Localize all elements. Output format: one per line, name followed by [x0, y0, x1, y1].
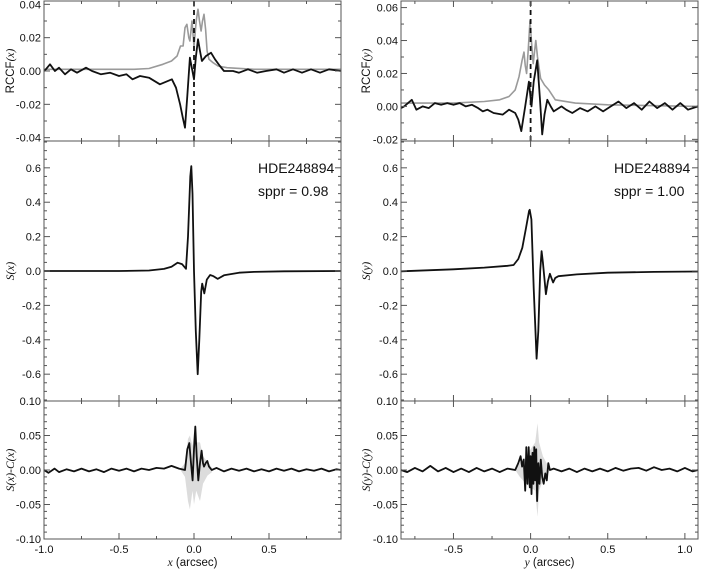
- y-tick-label: -0.05: [373, 500, 398, 512]
- left-star-name: HDE248894: [258, 160, 334, 176]
- y-tick-label: -0.05: [16, 500, 41, 512]
- plot-panels: 0.040.020.00-0.02-0.04RCCF(x)0.60.40.20.…: [5, 0, 699, 569]
- y-tick-label: 0.05: [20, 431, 41, 443]
- y-tick-label: 0.04: [377, 36, 398, 48]
- series-line-black: [43, 38, 342, 129]
- y-tick-label: 0.0: [383, 266, 398, 278]
- y-axis-label: S(x)-C(x): [5, 448, 17, 491]
- y-tick-label: 0.0: [26, 266, 41, 278]
- y-axis-label-variable: S(y)-C(y): [361, 448, 373, 491]
- y-tick-label: -0.04: [16, 133, 41, 145]
- y-tick-label: 0.6: [26, 163, 41, 175]
- panel-right-bottom: 0.10 0.05 0.00 -0.05 -0.10 -0.5 0.0 0.5 1.0 S(y)-…: [361, 396, 699, 569]
- y-tick-label: -0.2: [22, 300, 41, 312]
- y-tick-label: -0.10: [16, 534, 41, 546]
- y-tick-label: -0.4: [22, 335, 41, 347]
- series-line-black: [43, 425, 342, 482]
- right-sppr-label: sppr = 1.00: [614, 183, 685, 199]
- y-tick-label: -0.2: [379, 300, 398, 312]
- panel-right-top: 0.06 0.04 0.02 0.00 -0.02 RCCF(y): [361, 0, 699, 146]
- y-tick-label: 0.10: [20, 396, 41, 408]
- panel-left-middle: 0.6 0.4 0.2 0.0 -0.2 -0.4 -0.6 S(x): [5, 140, 342, 402]
- x-axis-label-variable: x: [167, 557, 174, 569]
- y-tick-label: 0.00: [377, 101, 398, 113]
- y-axis-label: RCCF(x): [5, 48, 17, 93]
- x-axis-label-unit: (arcsec): [173, 557, 218, 569]
- y-axis-label-prefix: RCCF: [361, 61, 373, 93]
- series-line-gray: [401, 19, 699, 108]
- y-tick-label: 0.4: [26, 197, 41, 209]
- y-axis-label-variable: S(y): [361, 262, 373, 281]
- x-tick-label: 0.0: [523, 544, 538, 556]
- x-tick-label: -0.5: [110, 544, 129, 556]
- y-tick-label: 0.2: [383, 232, 398, 244]
- series-line-black: [400, 59, 699, 136]
- series-line-black: [44, 165, 342, 376]
- y-tick-label: 0.06: [377, 3, 398, 15]
- y-tick-label: 0.6: [383, 163, 398, 175]
- x-tick-label: 0.0: [186, 544, 201, 556]
- y-axis-label: S(x): [5, 262, 17, 281]
- x-axis-label: x (arcsec): [167, 557, 218, 569]
- y-tick-label: 0.00: [20, 465, 41, 477]
- x-axis-label-unit: (arcsec): [530, 557, 575, 569]
- y-axis-label: RCCF(y): [361, 48, 373, 93]
- x-axis-label: y (arcsec): [524, 557, 575, 569]
- y-axis-label: S(y)-C(y): [361, 448, 373, 491]
- plot-frame: [400, 0, 699, 142]
- y-tick-label: 0.00: [20, 66, 41, 78]
- x-axis-label-variable: y: [524, 557, 531, 569]
- panel-left-bottom: 0.10 0.05 0.00 -0.05 -0.10-1.0 -0.5 0.0 0.5 S(x)…: [5, 396, 342, 569]
- y-axis-label-prefix: RCCF: [5, 61, 17, 93]
- x-tick-label: 0.5: [261, 544, 276, 556]
- y-tick-label: -0.02: [16, 99, 41, 111]
- plot-frame: [400, 140, 699, 402]
- y-axis-label-variable: (x): [5, 48, 17, 61]
- y-tick-label: -0.6: [379, 369, 398, 381]
- panel-left-top: 0.04 0.02 0.00 -0.02 -0.04 RCCF(x): [5, 0, 342, 145]
- x-tick-label: -0.5: [444, 544, 463, 556]
- y-axis-label-variable: (y): [361, 48, 373, 61]
- y-axis-label: S(y): [361, 262, 373, 281]
- y-tick-label: -0.02: [373, 134, 398, 146]
- y-tick-label: -0.4: [379, 335, 398, 347]
- x-tick-label: 0.5: [600, 544, 615, 556]
- y-tick-label: 0.05: [377, 431, 398, 443]
- y-tick-label: -0.10: [373, 534, 398, 546]
- y-tick-label: 0.02: [20, 33, 41, 45]
- left-sppr-label: sppr = 0.98: [258, 183, 329, 199]
- y-tick-label: 0.4: [383, 197, 398, 209]
- right-star-name: HDE248894: [614, 160, 690, 176]
- y-tick-label: 0.2: [26, 232, 41, 244]
- y-tick-label: 0.04: [20, 0, 41, 11]
- uncertainty-band: [180, 432, 212, 510]
- series-line-black: [400, 208, 699, 360]
- panel-right-middle: 0.6 0.4 0.2 0.0 -0.2 -0.4 -0.6 S(y): [361, 140, 699, 402]
- y-tick-label: -0.6: [22, 369, 41, 381]
- x-tick-label: -1.0: [35, 544, 54, 556]
- y-axis-label-variable: S(x): [5, 262, 17, 281]
- series-line-black: [400, 446, 699, 503]
- series-line-gray: [44, 8, 341, 71]
- y-axis-label-variable: S(x)-C(x): [5, 448, 17, 491]
- y-tick-label: 0.00: [377, 465, 398, 477]
- x-tick-label: 1.0: [677, 544, 692, 556]
- y-tick-label: 0.02: [377, 68, 398, 80]
- y-tick-label: 0.10: [377, 396, 398, 408]
